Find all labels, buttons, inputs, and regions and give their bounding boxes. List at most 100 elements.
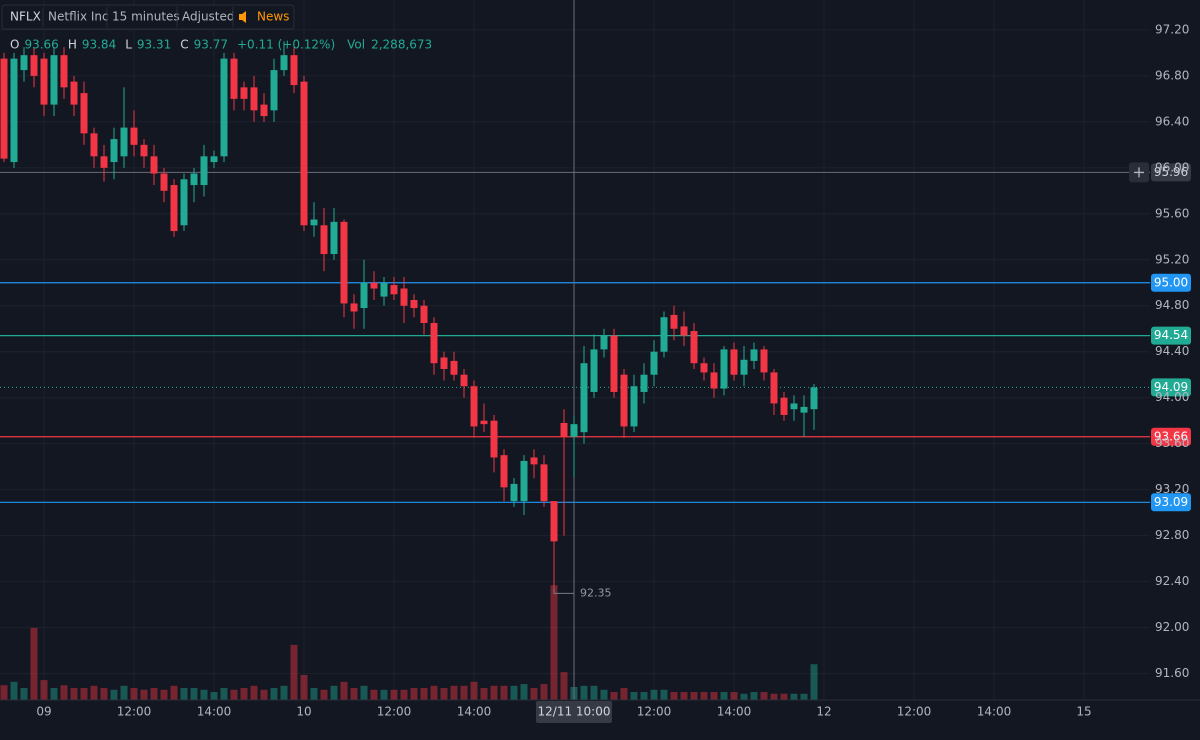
volume-bar xyxy=(380,689,388,700)
x-tick-label: 12:00 xyxy=(637,705,672,719)
x-tick-label: 14:00 xyxy=(457,705,492,719)
adjustment[interactable]: Adjusted xyxy=(182,10,235,24)
y-tick-label: 96.00 xyxy=(1155,160,1189,174)
x-tick-label: 12:00 xyxy=(377,705,412,719)
volume-bar xyxy=(210,692,218,700)
volume-bar xyxy=(550,585,558,700)
volume-bar xyxy=(670,692,678,700)
horizontal-line-label: 93.66 xyxy=(1154,429,1188,443)
candle-body xyxy=(310,219,318,226)
candle-body xyxy=(520,460,528,502)
volume-bar xyxy=(400,689,408,700)
crosshair-time-label: 12/11 10:00 xyxy=(538,705,611,719)
candle-body xyxy=(360,282,368,309)
candle-body xyxy=(20,55,28,71)
volume-bar xyxy=(160,689,168,700)
volume-bar xyxy=(130,688,138,700)
volume-bar xyxy=(30,627,38,700)
volume-bar xyxy=(350,688,358,700)
volume-bar xyxy=(280,685,288,700)
x-tick-label: 14:00 xyxy=(977,705,1012,719)
volume-bar xyxy=(800,693,808,700)
volume-bar xyxy=(390,689,398,700)
volume-bar xyxy=(440,688,448,700)
volume-bar xyxy=(330,685,338,700)
y-tick-label: 93.20 xyxy=(1155,482,1189,496)
candle-body xyxy=(220,58,228,157)
volume-bar xyxy=(660,689,668,700)
horizontal-line-label: 95.00 xyxy=(1154,275,1188,289)
interval[interactable]: 15 minutes xyxy=(112,10,180,24)
volume-bar xyxy=(20,688,28,700)
legend-key: H xyxy=(68,38,77,52)
candle-body xyxy=(540,464,548,502)
candle-body xyxy=(710,372,718,389)
candle-body xyxy=(110,139,118,163)
candle-body xyxy=(500,455,508,488)
candle-body xyxy=(390,285,398,295)
volume-bar xyxy=(580,685,588,700)
crosshair-time-box xyxy=(536,701,612,723)
y-tick-label: 95.20 xyxy=(1155,252,1189,266)
candle-body xyxy=(590,349,598,392)
volume-bar xyxy=(230,689,238,700)
volume-bar xyxy=(760,692,768,700)
horizontal-line-tag xyxy=(1151,427,1191,446)
candle-body xyxy=(720,349,728,389)
volume-bar xyxy=(370,689,378,700)
volume-bar xyxy=(520,684,528,700)
candle-body xyxy=(90,133,98,157)
volume-bar xyxy=(340,681,348,700)
company-name[interactable]: Netflix Inc xyxy=(48,10,109,24)
y-tick-label: 92.00 xyxy=(1155,620,1189,634)
candle-body xyxy=(180,179,188,226)
volume-bar xyxy=(450,685,458,700)
legend-key: L xyxy=(125,38,132,52)
volume-bar xyxy=(480,688,488,700)
candle-body xyxy=(130,127,138,145)
candle-body xyxy=(380,282,388,297)
current-price-tag xyxy=(1151,378,1191,397)
news[interactable]: News xyxy=(257,10,289,24)
y-tick-label: 97.20 xyxy=(1155,22,1189,36)
candle-body xyxy=(340,221,348,304)
symbol[interactable]: NFLX xyxy=(10,10,41,24)
volume-bar xyxy=(40,680,48,700)
volume-bar xyxy=(490,685,498,700)
candle-body xyxy=(750,349,758,361)
candle-body xyxy=(560,422,568,437)
x-tick-label: 14:00 xyxy=(717,705,752,719)
candle-body xyxy=(170,185,178,232)
volume-bar xyxy=(240,688,248,700)
candle-body xyxy=(480,420,488,425)
volume-bar xyxy=(250,685,258,700)
volume-bar xyxy=(270,688,278,700)
candle-body xyxy=(250,87,258,111)
volume-bar xyxy=(470,681,478,700)
x-tick-label: 09 xyxy=(36,705,51,719)
volume-bar xyxy=(300,675,308,700)
volume-bar xyxy=(740,693,748,700)
candle-body xyxy=(370,282,378,289)
candle-body xyxy=(640,374,648,392)
candle-body xyxy=(0,58,8,159)
candle-body xyxy=(650,351,658,375)
candle-body xyxy=(470,386,478,427)
legend-key: O xyxy=(10,38,19,52)
candle-body xyxy=(280,55,288,71)
horizontal-line-tag xyxy=(1151,326,1191,345)
volume-bar xyxy=(460,685,468,700)
crosshair-price-label: 95.96 xyxy=(1154,165,1188,179)
volume-bar xyxy=(590,685,598,700)
candle-body xyxy=(430,322,438,364)
low-marker xyxy=(553,587,574,594)
volume-bar xyxy=(90,685,98,700)
candle-body xyxy=(270,70,278,111)
y-tick-label: 96.40 xyxy=(1155,114,1189,128)
volume-bar xyxy=(510,685,518,700)
candle-body xyxy=(460,374,468,387)
candle-body xyxy=(330,221,338,255)
